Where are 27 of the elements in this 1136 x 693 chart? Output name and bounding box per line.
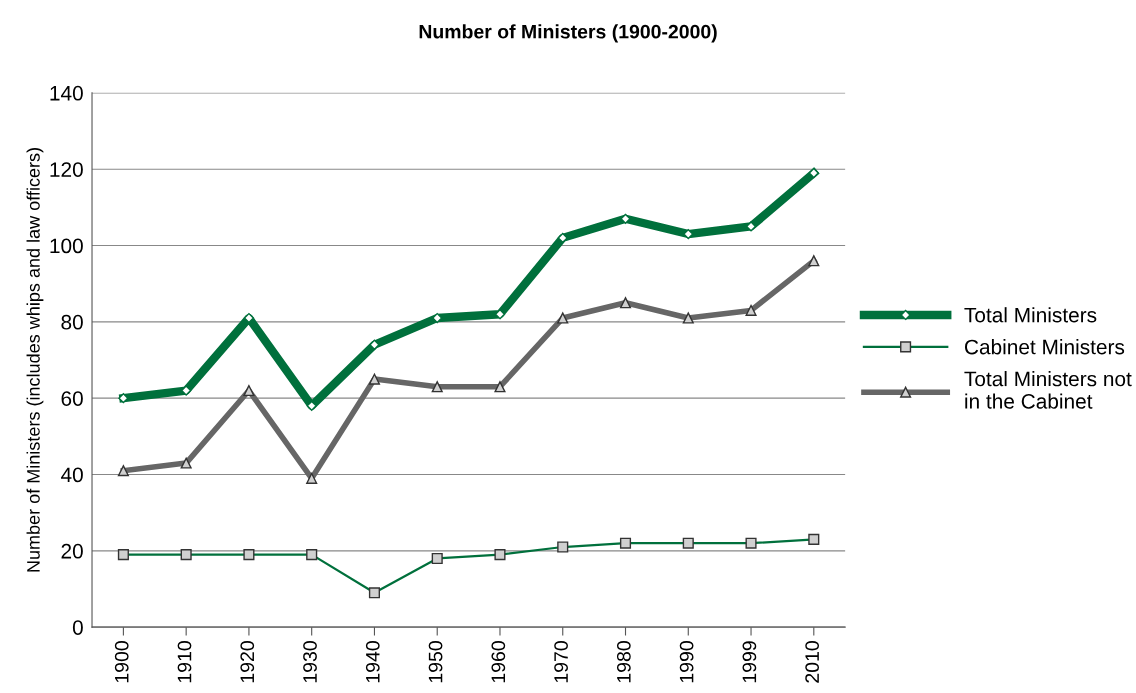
y-tick-label: 100 [50,238,83,254]
x-tick-label: 1940 [365,641,380,683]
point [808,167,819,179]
y-tick-label: 80 [61,314,83,330]
x-tick-label: 1900 [114,641,129,683]
y-axis-title: Number of Ministers (includes whips and law officers) [26,148,44,572]
x-tick-label: 1999 [742,641,757,683]
y-tick-label: 20 [61,543,83,559]
x-tick-label: 1960 [491,641,506,683]
x-tick-label: 1910 [177,641,192,683]
y-tick-label: 40 [60,467,83,483]
x-tick-label: 1950 [428,641,443,683]
y-tick-label: 140 [50,85,83,101]
point [181,385,192,396]
x-tick-label: 1980 [616,641,631,683]
x-tick-label: 1920 [240,641,255,683]
x-tick-label: 1930 [303,641,317,683]
y-tick-label: 60 [61,391,83,406]
x-tick-label: 1970 [554,641,568,683]
legend-label: Cabinet Ministers [964,339,1125,355]
y-tick-label: 0 [72,620,83,635]
y-tick-label: 120 [50,162,83,177]
chart-title: Number of Ministers (1900-2000) [419,24,717,43]
x-tick-label: 1990 [679,641,694,683]
x-tick-label: 2010 [805,641,820,683]
legend-label: Total Ministers not in the Cabinet [964,371,1132,409]
legend-label: Total Ministers [964,307,1097,323]
